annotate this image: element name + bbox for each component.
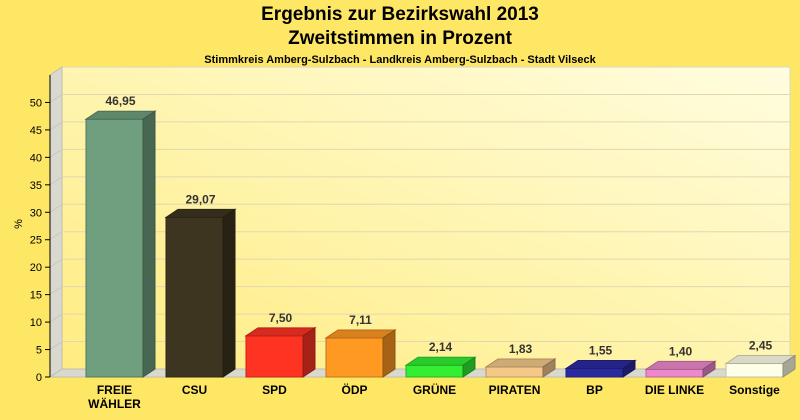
y-tick-label: 15 xyxy=(30,290,42,302)
bar-value-label: 7,50 xyxy=(269,311,293,325)
grid-line xyxy=(49,258,63,268)
grid-line xyxy=(49,313,63,323)
bar-side xyxy=(782,354,796,378)
bar-side xyxy=(702,360,716,378)
bar xyxy=(484,358,557,378)
bar xyxy=(164,208,237,378)
grid-line xyxy=(49,148,63,158)
grid-line xyxy=(49,94,63,103)
bar xyxy=(84,110,157,378)
x-tick-label: SPD xyxy=(262,383,287,397)
x-tick-label: Sonstige xyxy=(729,383,780,397)
bar-value-label: 1,40 xyxy=(669,344,693,358)
x-tick-label: CSU xyxy=(182,383,207,397)
labels: 46,95 FREIE WÄHLER 29,07 CSU 7,50 SPD 7,11 ÖDP 2,… xyxy=(88,94,780,411)
bar-value-label: 1,55 xyxy=(589,343,613,357)
y-axis: 0 5 10 15 20 25 30 35 40 45 50% xyxy=(13,75,51,384)
bar-value-label: 1,83 xyxy=(509,342,533,356)
grid-line xyxy=(49,231,63,241)
x-tick-label: DIE LINKE xyxy=(645,383,704,397)
y-tick-label: 5 xyxy=(36,345,42,357)
bar-front xyxy=(85,118,144,378)
y-tick-label: 30 xyxy=(30,207,42,219)
bar-value-label: 7,11 xyxy=(349,313,372,327)
bar-front xyxy=(565,367,624,378)
bar-side xyxy=(462,356,476,378)
bars xyxy=(84,110,797,378)
y-tick-label: 45 xyxy=(30,125,42,137)
bar-value-label: 46,95 xyxy=(105,94,135,108)
chart-title-line2: Zweitstimmen in Prozent xyxy=(288,28,512,49)
bar xyxy=(644,360,717,378)
y-tick-label: 25 xyxy=(30,235,42,247)
bar xyxy=(244,326,317,378)
x-tick-label: FREIE WÄHLER xyxy=(88,383,141,411)
y-tick-label: 0 xyxy=(36,372,42,384)
x-tick-label: GRÜNE xyxy=(413,382,456,397)
bar-front xyxy=(245,335,304,378)
y-tick-label: 50 xyxy=(30,97,42,109)
bar-side xyxy=(142,110,156,378)
bar-front xyxy=(725,363,784,378)
bar-value-label: 2,45 xyxy=(749,339,773,353)
plot-background xyxy=(48,66,792,378)
y-tick-label: 35 xyxy=(30,180,42,192)
bar-side xyxy=(622,359,636,378)
bar-front xyxy=(645,368,704,378)
bar-front xyxy=(405,364,464,378)
grid-line xyxy=(49,286,63,296)
bar-side xyxy=(222,208,236,378)
y-tick-label: 20 xyxy=(30,262,42,274)
bar-side xyxy=(542,358,556,378)
y-tick-label: 40 xyxy=(30,152,42,164)
bar-value-label: 29,07 xyxy=(185,192,215,206)
chart-title: Ergebnis zur Bezirkswahl 2013 xyxy=(261,4,539,25)
bar-front xyxy=(485,366,544,378)
bar xyxy=(324,329,397,378)
y-axis-label: % xyxy=(13,219,25,229)
x-tick-label: BP xyxy=(586,383,603,397)
y-tick-label: 10 xyxy=(30,317,42,329)
bar-side xyxy=(302,326,316,378)
grid-line xyxy=(49,203,63,213)
grid-line xyxy=(49,176,63,186)
grid-lines xyxy=(49,93,790,350)
bar xyxy=(724,354,797,378)
bar-value-label: 2,14 xyxy=(429,340,453,354)
plot-side-wall xyxy=(49,66,63,378)
x-tick-label: ÖDP xyxy=(341,382,367,397)
bar-front xyxy=(325,337,384,378)
bar xyxy=(564,359,637,378)
x-tick-label: PIRATEN xyxy=(489,383,541,397)
grid-line xyxy=(49,121,63,131)
bar-front xyxy=(165,216,224,378)
bar xyxy=(404,356,477,378)
grid-line xyxy=(49,341,63,350)
bar-side xyxy=(382,329,396,378)
chart-subtitle: Stimmkreis Amberg-Sulzbach - Landkreis A… xyxy=(204,54,596,66)
